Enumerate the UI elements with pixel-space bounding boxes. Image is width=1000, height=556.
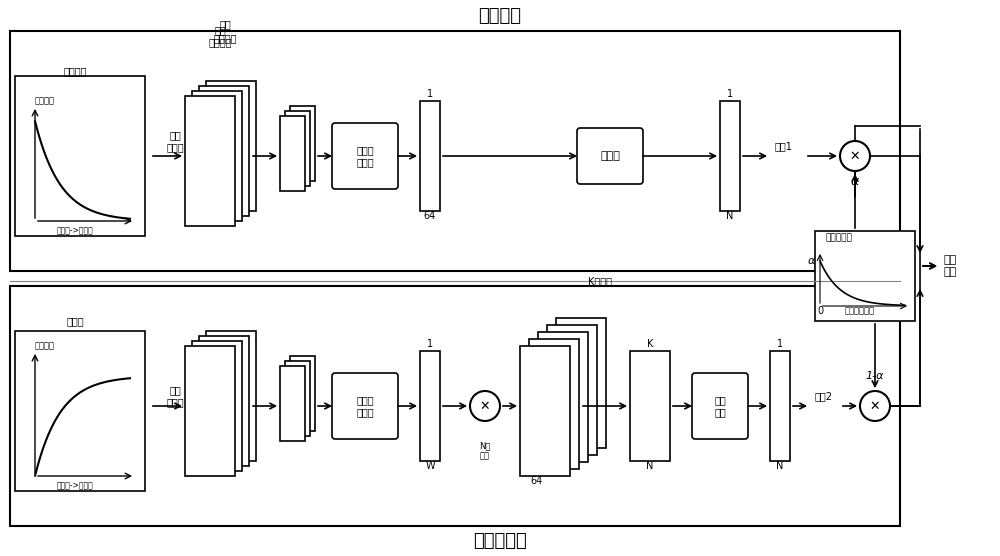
Bar (192, 341, 242, 471)
Bar (15, 76, 145, 236)
Text: 最终
损失: 最终 损失 (943, 255, 957, 277)
Text: 采样概率: 采样概率 (35, 341, 55, 350)
Bar (280, 116, 305, 191)
Bar (538, 332, 588, 462)
Bar (529, 339, 579, 469)
Text: N个
类别: N个 类别 (479, 441, 491, 461)
Text: 64: 64 (530, 476, 542, 486)
Text: α: α (808, 256, 815, 266)
Bar (520, 346, 570, 476)
Text: ✕: ✕ (480, 400, 490, 413)
Text: ✕: ✕ (850, 150, 860, 162)
Text: W: W (425, 461, 435, 471)
Text: 权重计算器: 权重计算器 (825, 234, 852, 242)
Circle shape (840, 141, 870, 171)
Text: 头部类->尾部类: 头部类->尾部类 (57, 481, 93, 490)
Text: 1: 1 (777, 339, 783, 349)
Bar (10, 31, 900, 271)
Text: 全局平
均池化: 全局平 均池化 (356, 145, 374, 167)
Bar (547, 325, 597, 455)
Bar (192, 91, 242, 221)
Text: 全局平
均池化: 全局平 均池化 (356, 395, 374, 417)
Text: 行最
大值: 行最 大值 (714, 395, 726, 417)
Text: 训练迭代次数: 训练迭代次数 (845, 306, 875, 315)
Text: 1: 1 (727, 89, 733, 99)
Text: 0: 0 (817, 306, 823, 316)
Text: 头部类->尾部类: 头部类->尾部类 (57, 226, 93, 236)
Bar (206, 331, 256, 461)
Text: 采样
出图片: 采样 出图片 (166, 130, 184, 152)
Bar (770, 351, 790, 461)
Text: 默认分支: 默认分支 (479, 7, 522, 25)
Bar (285, 111, 310, 186)
Circle shape (860, 391, 890, 421)
Text: 卷积
共享权重: 卷积 共享权重 (208, 25, 232, 47)
Text: 重采样: 重采样 (66, 316, 84, 326)
Bar (15, 331, 145, 491)
FancyBboxPatch shape (692, 373, 748, 439)
Text: 正常采样: 正常采样 (63, 66, 87, 76)
Text: N: N (646, 461, 654, 471)
Bar (720, 101, 740, 211)
Bar (815, 231, 915, 321)
Text: ✕: ✕ (870, 400, 880, 413)
Bar (290, 356, 315, 431)
Text: 采样概率: 采样概率 (35, 97, 55, 106)
Text: K: K (647, 339, 653, 349)
Text: 1: 1 (427, 339, 433, 349)
Text: 全连接: 全连接 (600, 151, 620, 161)
Text: 采样
出图片: 采样 出图片 (166, 385, 184, 407)
Bar (420, 101, 440, 211)
Text: N: N (726, 211, 734, 221)
Text: 损失2: 损失2 (815, 391, 833, 401)
Text: α: α (851, 175, 859, 187)
FancyBboxPatch shape (577, 128, 643, 184)
Bar (280, 366, 305, 441)
Bar (185, 346, 235, 476)
Bar (285, 361, 310, 436)
Text: 卷积
共享权重: 卷积 共享权重 (213, 19, 237, 43)
Text: N: N (776, 461, 784, 471)
Bar (630, 351, 670, 461)
Text: 64: 64 (424, 211, 436, 221)
Bar (199, 86, 249, 216)
Text: 1-α: 1-α (866, 371, 884, 381)
Bar (206, 81, 256, 211)
Text: 重采样分支: 重采样分支 (473, 532, 527, 550)
Bar (420, 351, 440, 461)
Bar (290, 106, 315, 181)
FancyBboxPatch shape (332, 123, 398, 189)
Circle shape (470, 391, 500, 421)
Text: 1: 1 (427, 89, 433, 99)
Bar (10, 286, 900, 526)
Bar (185, 96, 235, 226)
FancyBboxPatch shape (332, 373, 398, 439)
Text: K个中心: K个中心 (588, 276, 612, 286)
Bar (199, 336, 249, 466)
Bar (556, 318, 606, 448)
Text: 损失1: 损失1 (775, 141, 793, 151)
